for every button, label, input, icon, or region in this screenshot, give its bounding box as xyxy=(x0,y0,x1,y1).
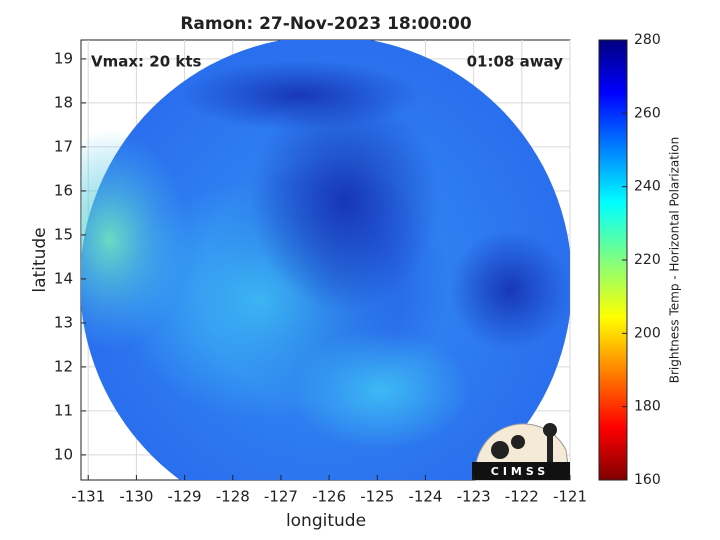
x-tick-label: -122 xyxy=(505,488,539,506)
x-axis-label: longitude xyxy=(286,511,366,531)
y-tick-label: 16 xyxy=(54,181,73,199)
y-axis-label: latitude xyxy=(30,227,50,292)
x-tick-label: -128 xyxy=(216,488,250,506)
x-tick-label: -124 xyxy=(408,488,442,506)
cimss-logo: CIMSS xyxy=(472,423,571,481)
x-tick-label: -129 xyxy=(168,488,202,506)
y-tick-label: 14 xyxy=(54,269,73,287)
colorbar-tick-label: 240 xyxy=(634,179,661,195)
y-tick-label: 18 xyxy=(54,93,73,111)
y-tick-label: 13 xyxy=(54,313,73,331)
x-tick-label: -130 xyxy=(119,488,153,506)
colorbar-tick-label: 220 xyxy=(634,252,661,268)
y-tick-label: 19 xyxy=(54,49,73,67)
annotation: Vmax: 20 kts xyxy=(91,53,201,71)
x-tick-label: -125 xyxy=(360,488,394,506)
annotation: 01:08 away xyxy=(467,53,564,71)
swath xyxy=(81,40,570,480)
y-tick-label: 15 xyxy=(54,225,73,243)
colorbar-tick-label: 160 xyxy=(634,472,661,488)
x-tick-label: -121 xyxy=(553,488,587,506)
chart-title: Ramon: 27-Nov-2023 18:00:00 xyxy=(180,14,472,34)
colorbar-tick-label: 180 xyxy=(634,399,661,415)
y-tick-label: 11 xyxy=(54,401,73,419)
colorbar-label: Brightness Temp - Horizontal Polarizatio… xyxy=(668,137,682,384)
x-tick-label: -123 xyxy=(457,488,491,506)
logo-text: CIMSS xyxy=(491,465,549,478)
y-tick-label: 17 xyxy=(54,137,73,155)
colorbar-tick-label: 280 xyxy=(634,32,661,48)
x-tick-label: -126 xyxy=(312,488,346,506)
colorbar-tick-label: 200 xyxy=(634,325,661,341)
y-tick-label: 10 xyxy=(54,445,73,463)
x-tick-label: -131 xyxy=(71,488,105,506)
x-tick-label: -127 xyxy=(264,488,298,506)
y-tick-label: 12 xyxy=(54,357,73,375)
colorbar-tick-label: 260 xyxy=(634,105,661,121)
